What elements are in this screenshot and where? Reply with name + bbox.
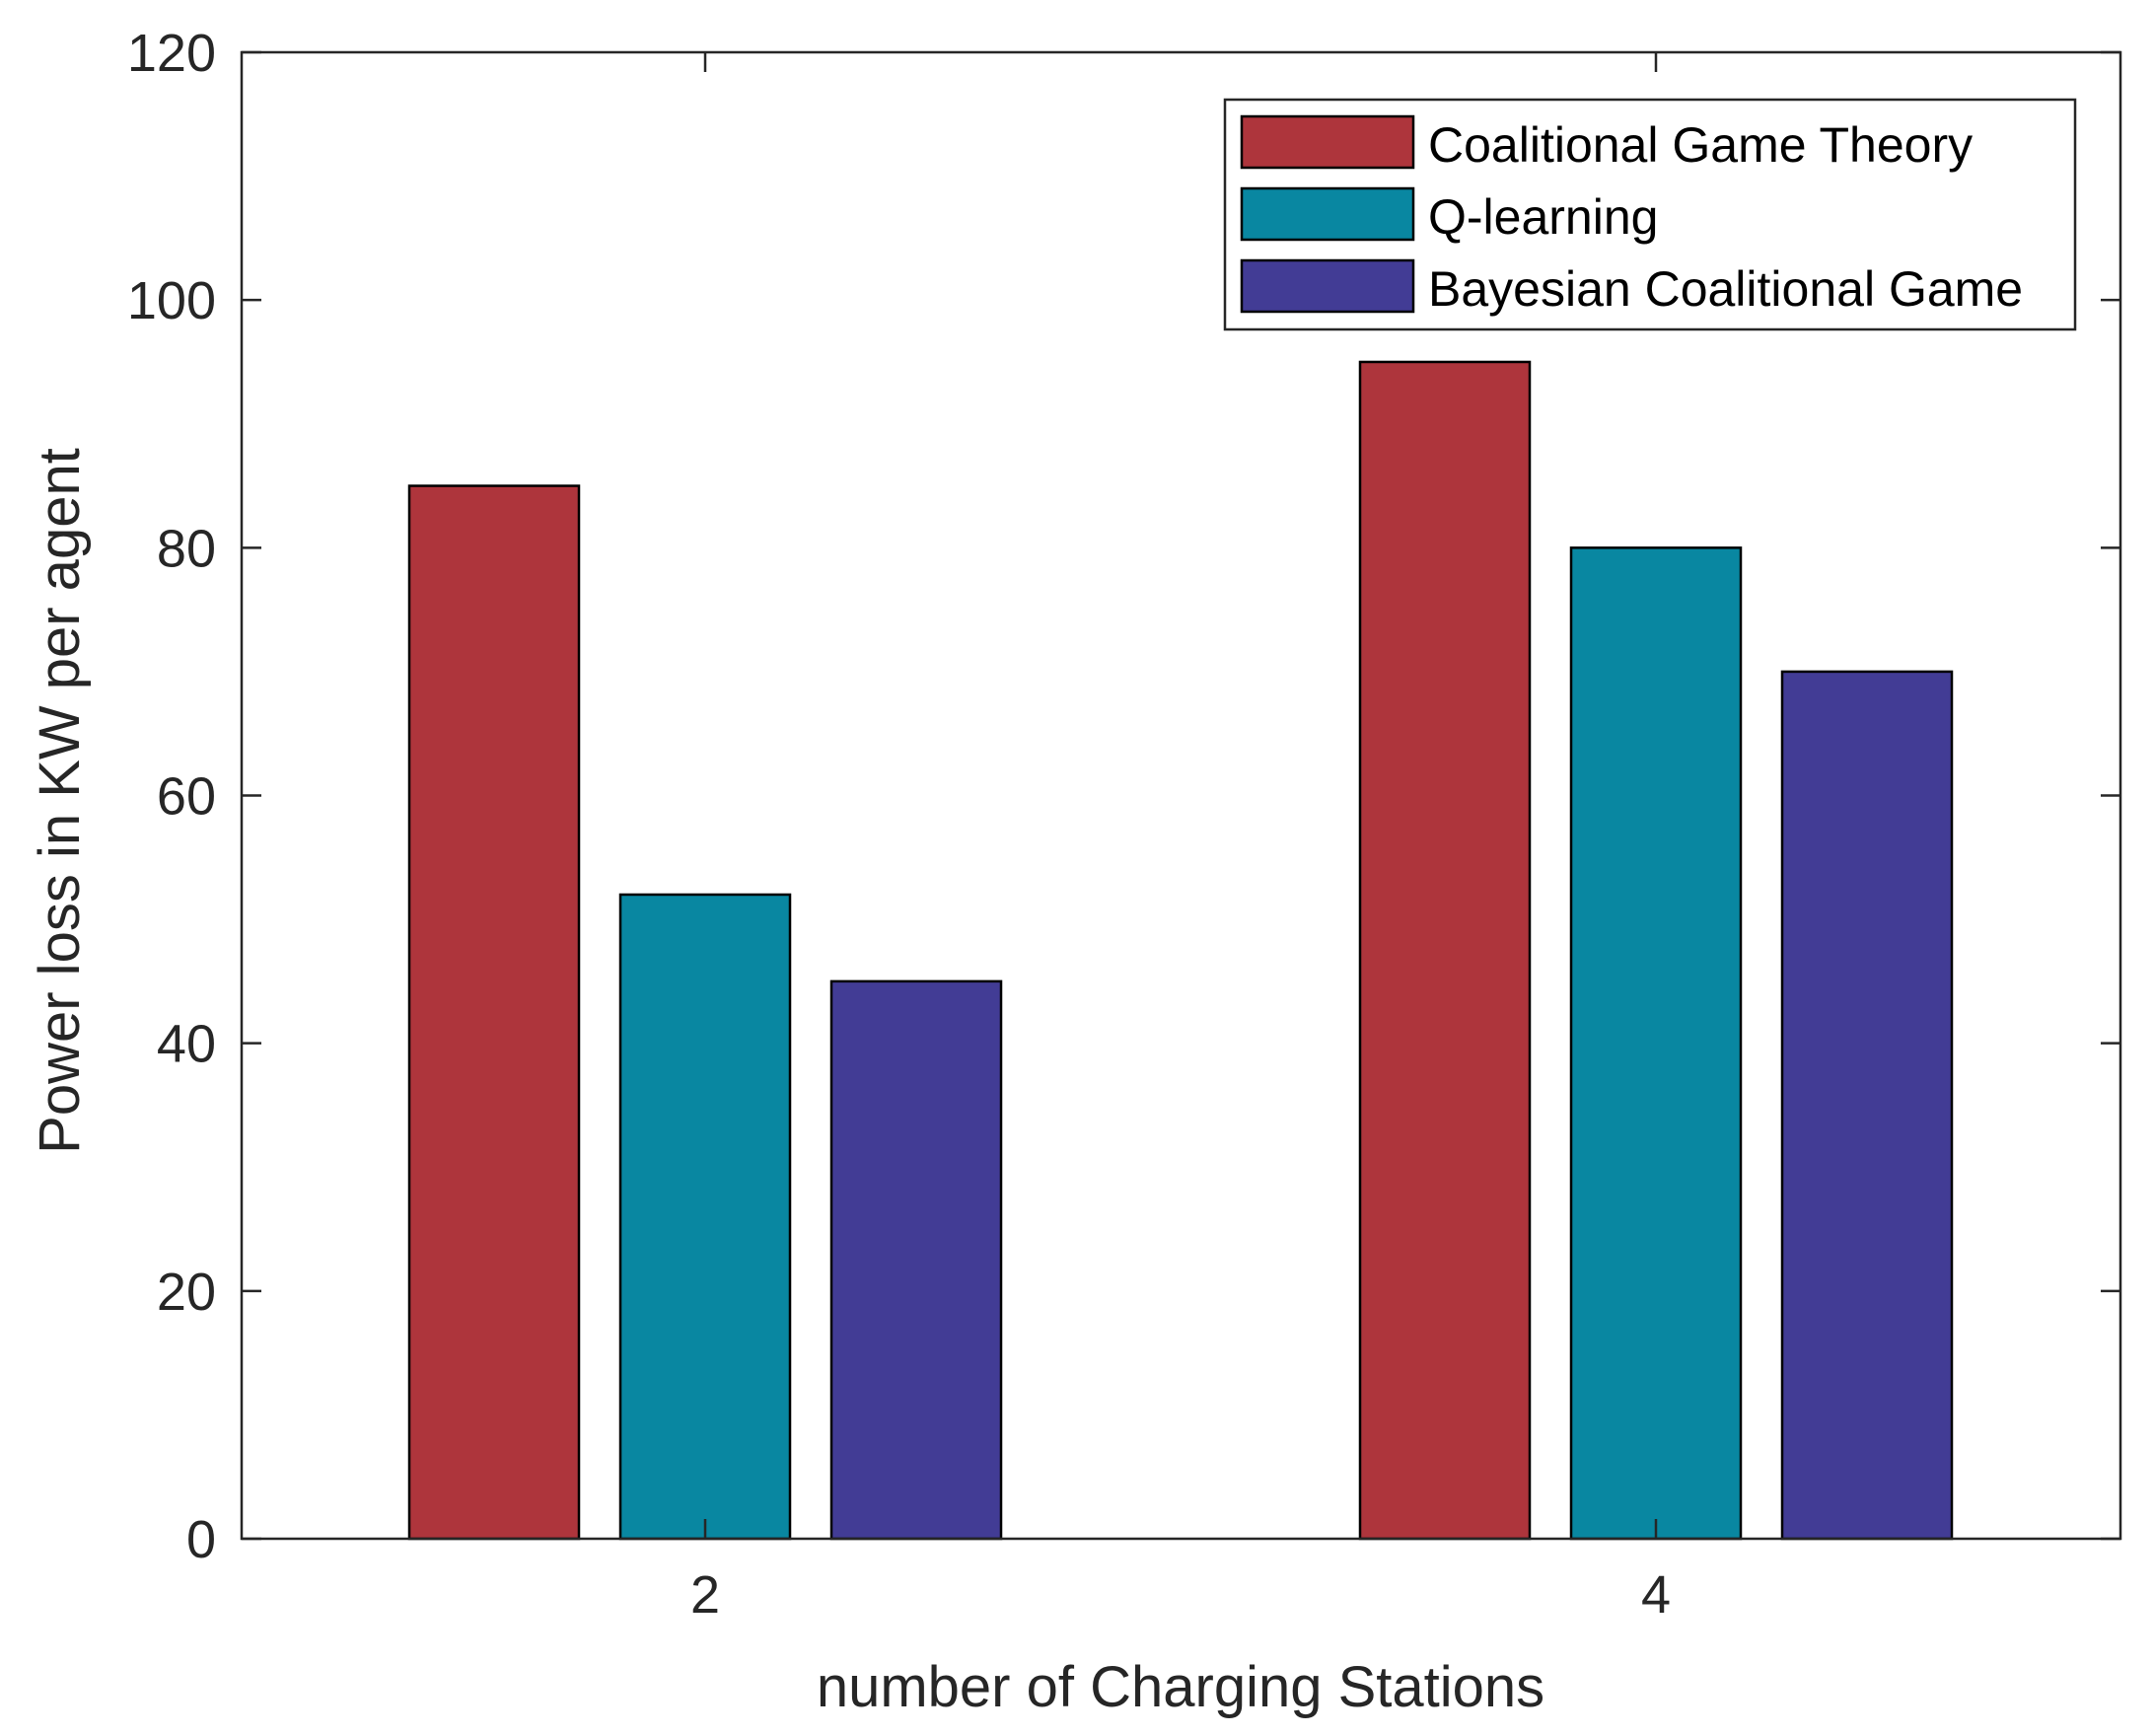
y-tick-label: 100 — [127, 271, 216, 330]
y-axis-title: Power loss in KW per agent — [28, 448, 92, 1154]
legend-label: Bayesian Coalitional Game — [1428, 261, 2023, 317]
y-tick-label: 80 — [157, 519, 216, 578]
y-tick-label: 40 — [157, 1015, 216, 1074]
legend-entry: Coalitional Game Theory — [1240, 114, 1973, 173]
legend-swatch — [1240, 258, 1415, 314]
x-axis-title: number of Charging Stations — [817, 1655, 1544, 1719]
y-tick-label: 0 — [186, 1510, 216, 1569]
legend-entry: Bayesian Coalitional Game — [1240, 258, 2023, 317]
legend-entry: Q-learning — [1240, 186, 1658, 245]
bar-coalitional-game-theory-2 — [407, 484, 581, 1541]
legend-swatch — [1240, 186, 1415, 242]
bars-group — [407, 360, 1954, 1541]
legend-label: Coalitional Game Theory — [1428, 117, 1973, 173]
legend: Coalitional Game Theory Q-learning Bayes… — [1223, 98, 2077, 331]
y-ticks-group: 0 20 40 60 80 100 120 — [127, 24, 2120, 1569]
y-tick-label: 60 — [157, 767, 216, 827]
bar-bayesian-coalitional-game-2 — [829, 979, 1003, 1541]
legend-swatch — [1240, 114, 1415, 170]
x-tick-label: 4 — [1641, 1565, 1671, 1625]
x-tick-label: 2 — [690, 1565, 720, 1625]
bar-q-learning-4 — [1569, 546, 1743, 1541]
y-tick-label: 20 — [157, 1263, 216, 1322]
bar-coalitional-game-theory-4 — [1358, 360, 1532, 1541]
legend-label: Q-learning — [1428, 189, 1658, 245]
y-tick-label: 120 — [127, 24, 216, 83]
bar-bayesian-coalitional-game-4 — [1780, 670, 1954, 1541]
bar-q-learning-2 — [618, 893, 792, 1541]
